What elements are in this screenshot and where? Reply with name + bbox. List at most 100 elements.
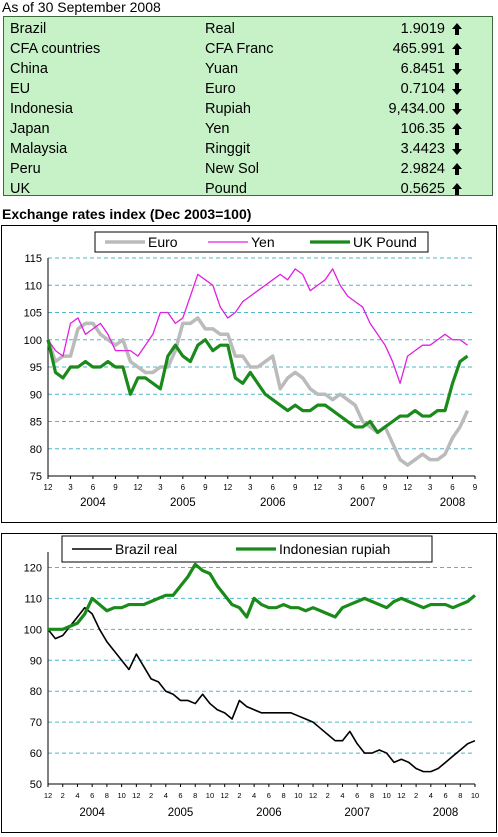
y-tick-label: 115 [24,253,42,265]
rate-row: China Yuan 6.8451 [4,59,492,79]
x-tick-label: 12 [221,791,229,800]
x-tick-label: 6 [181,483,186,492]
index-chart-title: Exchange rates index (Dec 2003=100) [2,206,252,222]
x-tick-label: 8 [458,791,462,800]
chart-panel-top: 75 80 85 90 95 100 105 110 115 12 3 6 9 12 3 6 9 12 3 6 9 12 3… [1,225,497,523]
x-tick-label: 12 [44,791,52,800]
year-label: 2006 [260,497,286,509]
y-tick-label: 110 [24,593,42,605]
rate-value: 106.35 [400,121,445,137]
x-tick-label: 9 [473,483,478,492]
y-tick-label: 120 [24,562,42,574]
rate-row: Malaysia Ringgit 3.4423 [4,139,492,159]
rate-currency: Pound [205,181,247,197]
x-tick-label: 12 [309,791,317,800]
year-label: 2004 [79,807,105,819]
rate-value: 1.9019 [400,21,445,37]
series-line [46,338,469,434]
rate-row: Indonesia Rupiah 9,434.00 [4,99,492,119]
x-tick-label: 12 [133,483,142,492]
x-tick-label: 10 [471,791,479,800]
y-tick-label: 105 [24,308,42,320]
y-tick-label: 95 [30,362,42,374]
x-tick-label: 4 [429,791,433,800]
x-tick-label: 8 [105,791,109,800]
x-tick-label: 4 [340,791,344,800]
rate-value: 3.4423 [400,141,445,157]
x-tick-label: 12 [397,791,405,800]
arrow-down-icon [452,103,462,115]
arrow-down-icon [452,83,462,95]
rate-value: 9,434.00 [388,101,445,117]
x-tick-label: 8 [370,791,374,800]
rate-row: Brazil Real 1.9019 [4,19,492,39]
rate-country: EU [10,81,31,97]
rate-country: Malaysia [10,141,68,157]
x-tick-label: 3 [158,483,163,492]
x-tick-label: 2 [237,791,241,800]
rate-currency: New Sol [205,161,259,177]
exchange-rate-index-chart-top: 75 80 85 90 95 100 105 110 115 12 3 6 9 12 3 6 9 12 3 6 9 12 3… [24,231,478,509]
x-tick-label: 6 [360,483,365,492]
rate-row: EU Euro 0.7104 [4,79,492,99]
chart-panel-bottom: 50 60 70 80 90 100 110 120 12 2 4 6 8 10 12 2 4 6 8 10 12 2 4 6… [1,533,497,833]
rate-row: Peru New Sol 2.9824 [4,159,492,179]
legend-label: UK Pound [353,234,417,250]
rate-value: 465.991 [392,41,445,57]
x-tick-label: 6 [91,483,96,492]
y-tick-label: 70 [30,717,42,729]
rate-country: Peru [10,161,41,177]
year-label: 2007 [350,497,376,509]
x-tick-label: 12 [403,483,412,492]
y-tick-label: 90 [30,655,42,667]
series-line [46,316,470,467]
year-label: 2005 [170,497,196,509]
rate-country: UK [10,181,31,197]
rate-value: 0.5625 [400,181,445,197]
y-tick-label: 80 [30,444,42,456]
rate-country: China [10,61,48,77]
rate-currency: Euro [205,81,236,97]
arrow-up-icon [452,43,462,55]
x-tick-label: 3 [338,483,343,492]
x-tick-label: 2 [149,791,153,800]
x-tick-label: 6 [450,483,455,492]
legend-label: Indonesian rupiah [279,541,390,557]
series-line [47,606,476,773]
rate-currency: Rupiah [205,101,251,117]
x-tick-label: 4 [75,791,79,800]
legend-label: Euro [148,234,178,250]
arrow-up-icon [452,163,462,175]
arrow-down-icon [452,63,462,75]
x-tick-label: 9 [383,483,388,492]
y-tick-label: 100 [24,624,42,636]
series-line [48,562,477,631]
year-label: 2006 [256,807,282,819]
year-label: 2007 [344,807,370,819]
y-tick-label: 50 [30,779,42,791]
year-label: 2008 [433,807,459,819]
rate-currency: Yuan [205,61,239,77]
x-tick-label: 12 [44,483,53,492]
x-tick-label: 3 [428,483,433,492]
rate-value: 2.9824 [400,161,445,177]
x-tick-label: 6 [267,791,271,800]
y-tick-label: 85 [30,417,42,429]
x-tick-label: 10 [206,791,214,800]
y-tick-label: 100 [24,335,42,347]
rate-row: CFA countries CFA Franc 465.991 [4,39,492,59]
rate-country: CFA countries [10,41,101,57]
series-line [47,268,468,385]
y-tick-label: 75 [30,471,42,483]
rate-currency: Real [205,21,235,37]
legend-box [94,231,429,253]
x-tick-label: 3 [248,483,253,492]
rate-country: Japan [10,121,50,137]
rate-currency: CFA Franc [205,41,274,57]
y-tick-label: 80 [30,686,42,698]
x-tick-label: 10 [117,791,125,800]
arrow-up-icon [452,183,462,195]
x-tick-label: 12 [223,483,232,492]
rate-country: Brazil [10,21,47,37]
exchange-rate-index-chart-bottom: 50 60 70 80 90 100 110 120 12 2 4 6 8 10 12 2 4 6 8 10 12 2 4 6… [24,535,479,819]
